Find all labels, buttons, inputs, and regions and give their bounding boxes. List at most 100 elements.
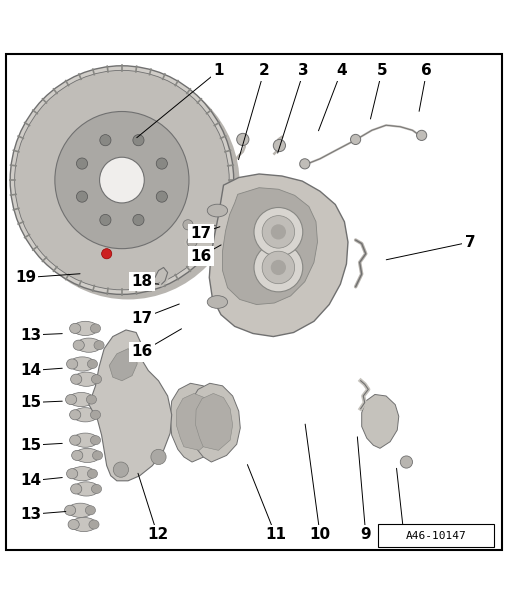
Ellipse shape xyxy=(73,433,98,448)
Ellipse shape xyxy=(156,191,168,202)
Circle shape xyxy=(271,260,286,275)
Ellipse shape xyxy=(100,157,144,203)
Ellipse shape xyxy=(86,395,97,404)
Circle shape xyxy=(183,220,193,230)
Ellipse shape xyxy=(74,482,99,496)
FancyBboxPatch shape xyxy=(378,524,494,547)
Circle shape xyxy=(254,208,303,256)
Text: 15: 15 xyxy=(20,438,41,453)
Ellipse shape xyxy=(91,484,102,493)
Circle shape xyxy=(417,130,427,141)
Polygon shape xyxy=(109,349,137,381)
Text: 3: 3 xyxy=(299,63,309,79)
Ellipse shape xyxy=(100,135,111,146)
Ellipse shape xyxy=(207,204,228,217)
Ellipse shape xyxy=(90,435,101,445)
Ellipse shape xyxy=(85,506,96,515)
Text: 11: 11 xyxy=(265,527,286,542)
Ellipse shape xyxy=(16,71,240,300)
Ellipse shape xyxy=(71,374,82,384)
Text: 17: 17 xyxy=(190,226,211,241)
Polygon shape xyxy=(196,393,233,451)
Ellipse shape xyxy=(70,467,95,481)
Ellipse shape xyxy=(133,135,144,146)
Ellipse shape xyxy=(207,295,228,309)
Text: 19: 19 xyxy=(15,270,36,285)
Ellipse shape xyxy=(67,359,78,369)
Ellipse shape xyxy=(90,324,101,333)
Ellipse shape xyxy=(69,393,94,406)
Polygon shape xyxy=(176,393,213,451)
Circle shape xyxy=(262,251,295,284)
Ellipse shape xyxy=(15,70,229,290)
Circle shape xyxy=(151,449,166,464)
Circle shape xyxy=(300,159,310,169)
Polygon shape xyxy=(189,384,240,462)
Ellipse shape xyxy=(76,158,87,169)
Ellipse shape xyxy=(156,158,168,169)
Ellipse shape xyxy=(65,505,76,515)
Ellipse shape xyxy=(55,112,189,249)
Ellipse shape xyxy=(92,451,103,460)
Polygon shape xyxy=(170,384,221,462)
Text: 15: 15 xyxy=(20,395,41,410)
Text: 1: 1 xyxy=(213,63,224,79)
Ellipse shape xyxy=(71,484,82,494)
Circle shape xyxy=(262,216,295,248)
Ellipse shape xyxy=(89,520,99,529)
Ellipse shape xyxy=(94,341,104,350)
Polygon shape xyxy=(89,330,172,481)
Circle shape xyxy=(113,462,129,477)
Circle shape xyxy=(254,243,303,292)
Circle shape xyxy=(273,140,285,152)
Text: 4: 4 xyxy=(336,63,346,79)
Text: 8: 8 xyxy=(399,527,409,542)
Ellipse shape xyxy=(91,374,102,384)
Ellipse shape xyxy=(87,469,98,478)
Ellipse shape xyxy=(100,214,111,225)
Text: 13: 13 xyxy=(20,507,41,522)
Text: 16: 16 xyxy=(132,344,153,359)
Text: 10: 10 xyxy=(309,527,331,542)
Ellipse shape xyxy=(73,321,98,336)
Text: 9: 9 xyxy=(361,527,371,542)
Text: 13: 13 xyxy=(20,327,41,342)
Ellipse shape xyxy=(90,410,101,419)
Circle shape xyxy=(237,133,249,146)
Ellipse shape xyxy=(87,359,98,368)
Text: 16: 16 xyxy=(190,249,211,264)
Text: 18: 18 xyxy=(132,274,153,289)
Text: 6: 6 xyxy=(421,63,432,79)
Ellipse shape xyxy=(76,191,87,202)
Circle shape xyxy=(400,456,412,468)
Circle shape xyxy=(102,249,112,259)
Ellipse shape xyxy=(133,214,144,225)
Ellipse shape xyxy=(68,519,79,530)
Text: A46-10147: A46-10147 xyxy=(406,531,467,541)
Ellipse shape xyxy=(10,66,234,294)
Ellipse shape xyxy=(70,357,95,371)
Text: 7: 7 xyxy=(465,234,475,249)
Ellipse shape xyxy=(72,451,83,460)
Circle shape xyxy=(351,134,361,144)
Ellipse shape xyxy=(67,469,78,479)
Ellipse shape xyxy=(73,340,84,350)
Text: 5: 5 xyxy=(377,63,387,79)
Ellipse shape xyxy=(76,338,102,352)
Text: 14: 14 xyxy=(20,474,41,488)
Ellipse shape xyxy=(75,448,100,463)
Ellipse shape xyxy=(70,435,81,445)
Circle shape xyxy=(187,237,197,247)
Text: 14: 14 xyxy=(20,363,41,378)
Polygon shape xyxy=(209,174,348,336)
Text: 12: 12 xyxy=(147,527,168,542)
Polygon shape xyxy=(362,394,399,448)
Ellipse shape xyxy=(70,410,81,420)
Text: 17: 17 xyxy=(132,310,153,326)
Ellipse shape xyxy=(73,408,98,422)
Ellipse shape xyxy=(70,323,81,333)
Ellipse shape xyxy=(66,394,77,405)
Text: 2: 2 xyxy=(259,63,270,79)
Ellipse shape xyxy=(74,372,99,387)
Circle shape xyxy=(271,224,286,240)
